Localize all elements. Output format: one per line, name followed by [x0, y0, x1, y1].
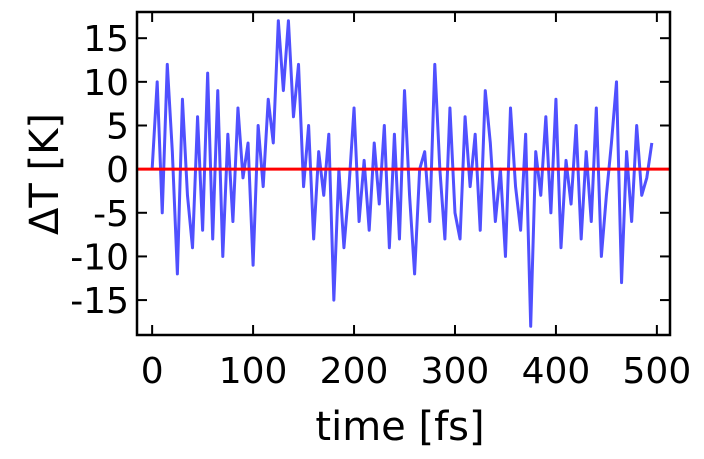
x-axis-label: time [fs] — [315, 404, 484, 450]
y-tick-label: 0 — [106, 150, 129, 191]
y-tick-label: 5 — [106, 106, 129, 147]
x-tick-label: 100 — [219, 351, 288, 392]
y-tick-label: 10 — [83, 63, 129, 104]
x-tick-label: 400 — [522, 351, 591, 392]
y-tick-label: -10 — [70, 237, 129, 278]
plot-frame — [135, 10, 672, 337]
data-line — [150, 19, 654, 328]
y-axis-label: ΔT [K] — [22, 113, 68, 235]
y-tick-label: -5 — [93, 194, 129, 235]
x-tick-label: 500 — [623, 351, 692, 392]
y-tick-label: 15 — [83, 19, 129, 60]
x-tick-label: 300 — [421, 351, 490, 392]
x-tick-label: 0 — [141, 351, 164, 392]
y-tick-label: -15 — [70, 281, 129, 322]
x-tick-label: 200 — [320, 351, 389, 392]
